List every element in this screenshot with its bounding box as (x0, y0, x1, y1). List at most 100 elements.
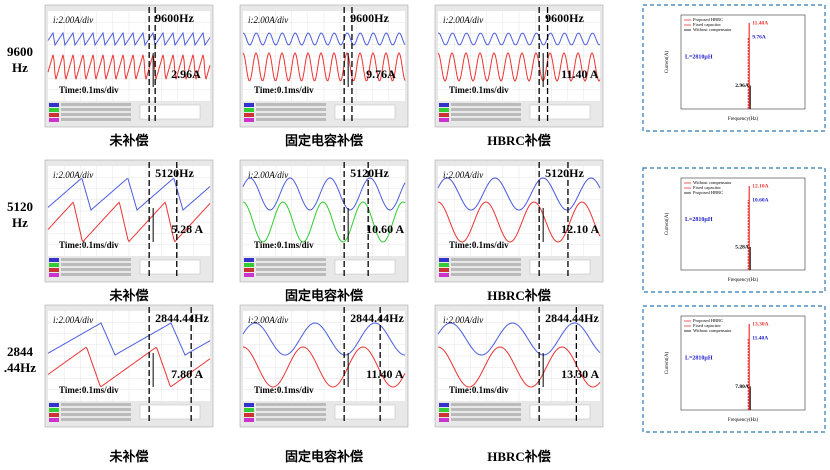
peak-label: 12.10A (752, 183, 768, 189)
panel-caption: 固定电容补偿 (285, 449, 363, 464)
scope-info (61, 418, 131, 421)
time-scale: Time:0.1ms/div (59, 385, 119, 395)
scope-info (256, 403, 326, 406)
scope-info (139, 404, 201, 420)
scope-info (451, 258, 521, 261)
scope-info (451, 103, 521, 106)
scope-info (139, 259, 201, 275)
scope-info (49, 258, 59, 262)
scope-info (451, 408, 521, 411)
legend-entry: Proposed HBRC (693, 318, 723, 323)
panel-caption: HBRC补偿 (487, 449, 551, 464)
spectrum-axes (680, 315, 806, 411)
panel-caption: 未补偿 (108, 133, 148, 148)
scope-info (439, 263, 449, 267)
waveform-voltage (437, 177, 601, 211)
panel-caption: 固定电容补偿 (285, 133, 363, 148)
panel-caption: 未补偿 (108, 288, 148, 303)
scope-info (256, 258, 326, 261)
peak-label: 5.28A (735, 244, 749, 250)
scope-info (529, 404, 591, 420)
scope-info (244, 273, 254, 277)
current-scale: i:2.00A/div (248, 15, 288, 25)
scope-info (256, 103, 326, 106)
current-scale: i:2.00A/div (248, 170, 288, 180)
scope-info (49, 273, 59, 277)
scope-info (61, 263, 131, 266)
legend-entry: Without compensator (693, 180, 732, 185)
scope-info (49, 268, 59, 272)
scope-info (49, 418, 59, 422)
scope-info (439, 408, 449, 412)
frequency-label: 2844.44Hz (155, 311, 209, 325)
peak-label: 7.80A (735, 384, 749, 390)
scope-info (439, 258, 449, 262)
scope-info (451, 268, 521, 271)
scope-info (61, 413, 131, 416)
scope-info (529, 259, 591, 275)
scope-info (244, 108, 254, 112)
scope-info (256, 418, 326, 421)
waveform-voltage (437, 322, 601, 356)
scope-info (61, 258, 131, 261)
scope-info (49, 118, 59, 122)
frequency-label: 5120Hz (545, 166, 584, 180)
scope-info (244, 403, 254, 407)
scope-info (244, 418, 254, 422)
time-scale: Time:0.1ms/div (254, 385, 314, 395)
scope-info (439, 403, 449, 407)
scope-info (451, 118, 521, 121)
spectrum-box (642, 305, 826, 433)
scope-info (244, 263, 254, 267)
scope-info (256, 273, 326, 276)
scope-info (61, 403, 131, 406)
scope-info (256, 113, 326, 116)
peak-label: 2.96A (735, 83, 749, 89)
time-scale: Time:0.1ms/div (254, 85, 314, 95)
waveform-current (47, 201, 211, 243)
frequency-label: 2844.44Hz (545, 311, 599, 325)
scope-info (451, 108, 521, 111)
scope-info (61, 273, 131, 276)
scope-info (439, 268, 449, 272)
scope-info (451, 413, 521, 416)
current-scale: i:2.00A/div (248, 315, 288, 325)
time-scale: Time:0.1ms/div (59, 85, 119, 95)
scope-info (439, 418, 449, 422)
legend-entry: Proposed HBRC (693, 190, 723, 195)
scope-info (61, 103, 131, 106)
amplitude-label: 10.60 A (366, 222, 404, 236)
scope-info (451, 113, 521, 116)
current-scale: i:2.00A/div (53, 315, 93, 325)
scope-info (61, 408, 131, 411)
scope-info (451, 403, 521, 406)
scope-info (244, 103, 254, 107)
waveform-current (47, 54, 211, 80)
row-label: 2844.44Hz (4, 344, 36, 375)
spectrum-box (642, 167, 826, 293)
scope-info (61, 113, 131, 116)
scope-info (244, 413, 254, 417)
scope-info (334, 104, 396, 120)
peak-label: 11.40A (752, 335, 768, 341)
waveform-voltage (242, 177, 406, 211)
current-scale: i:2.00A/div (443, 315, 483, 325)
scope-info (244, 268, 254, 272)
legend-entry: Proposed HBRC (693, 17, 723, 22)
waveform-current (47, 346, 211, 388)
scope-info (244, 113, 254, 117)
scope-info (244, 118, 254, 122)
time-scale: Time:0.1ms/div (254, 240, 314, 250)
scope-info (49, 408, 59, 412)
scope-info (49, 263, 59, 267)
scope-info (451, 418, 521, 421)
spectrum-ylabel: Current(A) (665, 352, 670, 375)
legend-entry: Fixed capacitor (693, 323, 721, 328)
scope-info (61, 268, 131, 271)
frequency-label: 9600Hz (545, 11, 584, 25)
panel-caption: HBRC补偿 (487, 133, 551, 148)
amplitude-label: 7.80 A (171, 367, 203, 381)
amplitude-label: 2.96A (171, 67, 201, 81)
time-scale: Time:0.1ms/div (59, 240, 119, 250)
inductance-label: L=2810μH (685, 217, 713, 223)
